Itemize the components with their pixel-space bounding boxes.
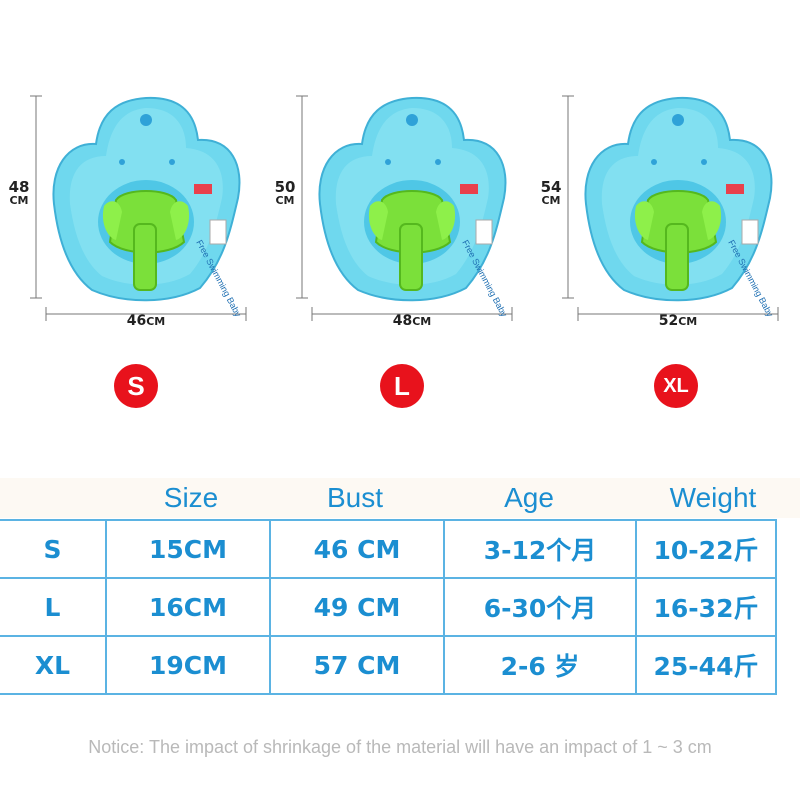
width-unit: CM [678,315,698,328]
row-size-label: L [0,577,107,637]
cell-bust: 49 CM [269,577,445,637]
swim-float-image: Free Swimming Baby [30,95,247,321]
height-value: 50 [274,178,296,196]
cell-bust: 57 CM [269,635,445,695]
cell-size: 15CM [105,519,271,579]
width-dimension: 52CM [638,313,718,329]
cell-size: 19CM [105,635,271,695]
size-badge-xl: XL [654,364,698,408]
swim-float-image: Free Swimming Baby [562,95,779,321]
product-panel-xl: Free Swimming Baby 54 CM 52CM [541,92,792,332]
size-badge-s: S [114,364,158,408]
height-dimension: 54 CM [534,180,568,208]
width-value: 52 [658,313,679,329]
table-row: XL 19CM 57 CM 2-6 岁 25-44斤 [0,635,777,695]
column-header-weight: Weight [669,482,757,513]
column-header-age: Age [504,482,554,513]
product-panel-s: Free Swimming Baby 48 CM 46CM [9,92,260,332]
product-panel-l: Free Swimming Baby 50 CM 48CM [275,92,526,332]
width-unit: CM [412,315,432,328]
cell-bust: 46 CM [269,519,445,579]
row-size-label: S [0,519,107,579]
swim-float-image: Free Swimming Baby [296,95,513,321]
width-unit: CM [146,315,166,328]
height-unit: CM [9,194,29,207]
cell-weight: 16-32斤 [635,577,777,637]
width-dimension: 46CM [106,313,186,329]
height-unit: CM [541,194,561,207]
cell-age: 6-30个月 [443,577,637,637]
size-badge-l: L [380,364,424,408]
cell-age: 2-6 岁 [443,635,637,695]
size-table: S 15CM 46 CM 3-12个月 10-22斤 L 16CM 49 CM … [0,519,777,695]
width-dimension: 48CM [372,313,452,329]
height-value: 48 [8,178,30,196]
column-header-bust: Bust [326,482,384,513]
shrinkage-notice: Notice: The impact of shrinkage of the m… [88,737,712,757]
height-value: 54 [540,178,562,196]
table-row: S 15CM 46 CM 3-12个月 10-22斤 [0,519,777,579]
height-dimension: 50 CM [268,180,302,208]
cell-size: 16CM [105,577,271,637]
table-row: L 16CM 49 CM 6-30个月 16-32斤 [0,577,777,637]
column-header-size: Size [163,482,219,513]
cell-weight: 25-44斤 [635,635,777,695]
table-header-band [0,478,800,518]
row-size-label: XL [0,635,107,695]
width-value: 46 [126,313,147,329]
height-unit: CM [275,194,295,207]
height-dimension: 48 CM [2,180,36,208]
width-value: 48 [392,313,413,329]
cell-weight: 10-22斤 [635,519,777,579]
cell-age: 3-12个月 [443,519,637,579]
